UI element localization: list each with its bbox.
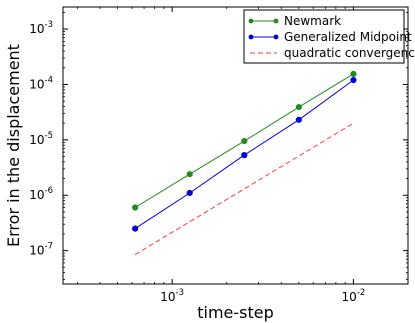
- y-tick-label-base: 10: [29, 133, 44, 147]
- y-tick-label-exp: -3: [45, 20, 53, 30]
- y-tick-label: 10-5: [29, 131, 53, 147]
- y-tick-label-base: 10: [29, 188, 44, 202]
- series-1-point: [186, 189, 193, 197]
- legend-label-0: Newmark: [284, 14, 341, 28]
- y-tick-label-base: 10: [29, 22, 44, 36]
- x-tick-label-exp: -3: [176, 288, 184, 298]
- series-1-point: [132, 225, 139, 232]
- series-0-point: [132, 204, 139, 211]
- y-tick-label-exp: -5: [45, 131, 53, 141]
- y-tick-label: 10-7: [29, 242, 53, 258]
- y-tick-label-base: 10: [29, 244, 44, 258]
- y-tick-label-exp: -6: [45, 186, 53, 196]
- legend-label-1: Generalized Midpoint: [284, 30, 412, 44]
- series-layer: [132, 70, 357, 256]
- series-1-point: [295, 116, 302, 123]
- series-line-2: [134, 122, 354, 256]
- y-tick-label-exp: -4: [45, 75, 53, 85]
- series-1-point: [241, 152, 248, 159]
- legend-marker-1: [273, 34, 279, 40]
- series-0-point: [295, 104, 302, 111]
- x-tick-label-base: 10: [342, 290, 357, 304]
- y-axis-label: Error in the displacement: [4, 44, 23, 247]
- legend-marker-0: [273, 18, 279, 24]
- x-tick-label: 10-2: [342, 288, 366, 304]
- legend: Newmark Generalized Midpoint quadratic con…: [243, 9, 415, 64]
- x-tick-label-base: 10: [160, 290, 175, 304]
- x-tick-label-exp: -2: [357, 288, 365, 298]
- plot-frame: [62, 6, 409, 285]
- y-tick-label-base: 10: [29, 77, 44, 91]
- series-0-point: [241, 137, 248, 145]
- y-tick-label: 10-3: [29, 20, 53, 36]
- y-tick-label-exp: -7: [45, 242, 53, 252]
- series-0-point: [350, 70, 357, 78]
- legend-label-2: quadratic convergence: [284, 46, 415, 60]
- x-axis-label: time-step: [197, 303, 274, 322]
- legend-marker-1: [248, 34, 254, 40]
- x-tick-label: 10-3: [160, 288, 184, 304]
- y-tick-label: 10-6: [29, 186, 53, 202]
- legend-marker-0: [248, 18, 254, 24]
- series-0-point: [186, 171, 193, 178]
- y-tick-label: 10-4: [29, 75, 53, 91]
- series-1-point: [350, 76, 357, 84]
